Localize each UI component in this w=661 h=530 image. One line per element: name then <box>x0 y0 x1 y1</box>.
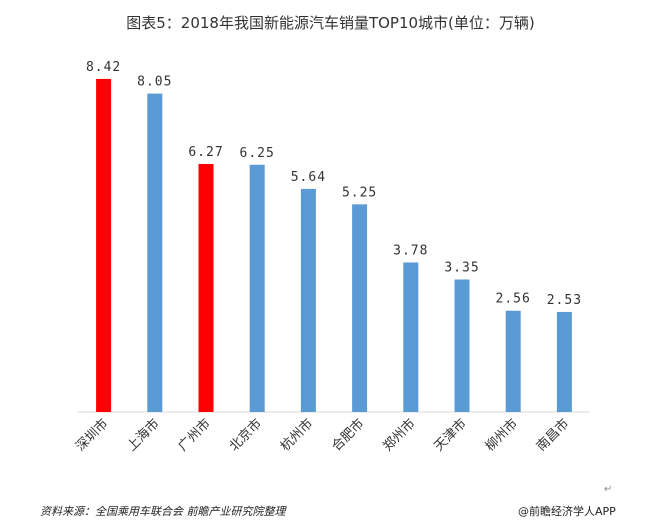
data-label: 5.25 <box>342 185 377 200</box>
bar <box>454 279 470 412</box>
x-tick-label: 郑州市 <box>380 416 419 455</box>
data-label: 3.35 <box>444 260 479 275</box>
bar <box>96 78 112 412</box>
x-tick-label: 北京市 <box>226 416 265 455</box>
x-tick-label: 南昌市 <box>533 416 572 455</box>
bar <box>147 93 163 413</box>
bar <box>556 311 572 412</box>
x-tick-label: 杭州市 <box>277 416 316 455</box>
chart-title: 图表5：2018年我国新能源汽车销量TOP10城市(单位：万辆) <box>126 14 535 32</box>
data-label: 8.42 <box>86 60 121 75</box>
return-mark: ↵ <box>604 484 613 495</box>
bar <box>249 164 265 412</box>
bar <box>505 310 521 412</box>
data-label: 8.05 <box>137 75 172 90</box>
bar <box>300 188 316 412</box>
x-tick-label: 柳州市 <box>482 416 521 455</box>
x-tick-label: 上海市 <box>124 416 163 455</box>
data-label: 6.27 <box>188 145 223 160</box>
x-tick-label: 深圳市 <box>73 416 112 455</box>
x-tick-label: 天津市 <box>431 416 470 455</box>
bar <box>198 163 214 412</box>
source-note: 资料来源：全国乘用车联合会 前瞻产业研究院整理 <box>40 505 286 518</box>
data-label: 2.53 <box>547 293 582 308</box>
bar <box>352 204 368 412</box>
bar <box>403 262 419 412</box>
x-tick-label: 合肥市 <box>329 416 368 455</box>
data-label: 6.25 <box>240 146 275 161</box>
data-label: 3.78 <box>393 243 428 258</box>
data-label: 2.56 <box>496 292 531 307</box>
app-brand: @前瞻经济学人APP <box>518 505 616 518</box>
x-tick-label: 广州市 <box>175 416 214 455</box>
data-label: 5.64 <box>291 170 326 185</box>
